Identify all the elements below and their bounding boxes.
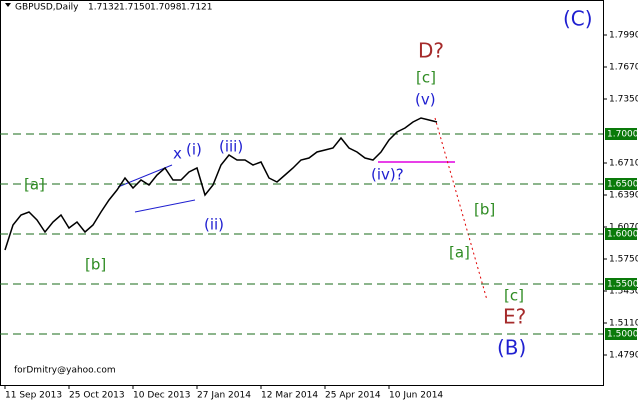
- wave-label: (C): [563, 7, 593, 31]
- y-tick-label: 1.6390: [609, 191, 638, 201]
- wave-label: (iv)?: [371, 166, 404, 184]
- wave-label: D?: [418, 39, 444, 63]
- wave-label: [c]: [416, 69, 436, 87]
- level-box: [605, 128, 637, 140]
- y-tick-label: 1.6710: [609, 159, 638, 169]
- channel-line: [117, 164, 173, 188]
- wave-label: [a]: [449, 244, 470, 262]
- wave-label: (iii): [219, 138, 243, 156]
- plot-frame: [0, 0, 604, 386]
- level-label: 1.5500: [607, 280, 638, 290]
- level-label: 1.7000: [607, 130, 638, 140]
- wave-label: E?: [503, 305, 526, 329]
- y-tick-label: 1.7350: [609, 95, 638, 105]
- level-label: 1.6000: [607, 230, 638, 240]
- low: 1.7098: [150, 3, 182, 13]
- x-tick-label: 10 Dec 2013: [133, 391, 191, 401]
- level-box: [605, 278, 637, 290]
- symbol: GBPUSD,Daily: [15, 3, 79, 13]
- y-tick-label: 1.4790: [609, 351, 638, 361]
- wave-label: [c]: [504, 287, 524, 305]
- x-tick-label: 25 Oct 2013: [69, 391, 125, 401]
- x-tick-label: 27 Jan 2014: [197, 391, 251, 401]
- wave-label: (i): [186, 141, 202, 159]
- menu-arrow: [5, 3, 11, 7]
- wave-label: [b]: [474, 201, 495, 219]
- channel-line: [134, 199, 196, 213]
- high: 1.7150: [119, 3, 151, 13]
- y-tick-label: 1.5750: [609, 255, 638, 265]
- wave-label: (ii): [204, 216, 224, 234]
- wave-label: [a]: [24, 176, 45, 194]
- x-tick-label: 12 Mar 2014: [261, 391, 318, 401]
- footer: forDmitry@yahoo.com: [14, 366, 116, 376]
- close: 1.7121: [181, 3, 213, 13]
- wave-label: (v): [415, 91, 436, 109]
- level-box: [605, 328, 637, 340]
- level-label: 1.6500: [607, 180, 638, 190]
- y-tick-label: 1.7670: [609, 63, 638, 73]
- x-tick-label: 25 Apr 2014: [325, 391, 381, 401]
- wave-label: x: [173, 145, 182, 163]
- y-tick-label: 1.7990: [609, 31, 638, 41]
- level-label: 1.5000: [607, 330, 638, 340]
- level-box: [605, 178, 637, 190]
- y-tick-label: 1.6070: [609, 223, 638, 233]
- level-box: [605, 228, 637, 240]
- x-tick-label: 10 Jun 2014: [389, 391, 443, 401]
- y-tick-label: 1.5430: [609, 287, 638, 297]
- open: 1.7132: [88, 3, 120, 13]
- x-tick-label: 11 Sep 2013: [5, 391, 62, 401]
- y-tick-label: 1.5110: [609, 319, 638, 329]
- wave-label: [b]: [85, 256, 106, 274]
- wave-label: (B): [497, 336, 526, 360]
- projection-line: [434, 117, 488, 301]
- price-line: [4, 117, 438, 251]
